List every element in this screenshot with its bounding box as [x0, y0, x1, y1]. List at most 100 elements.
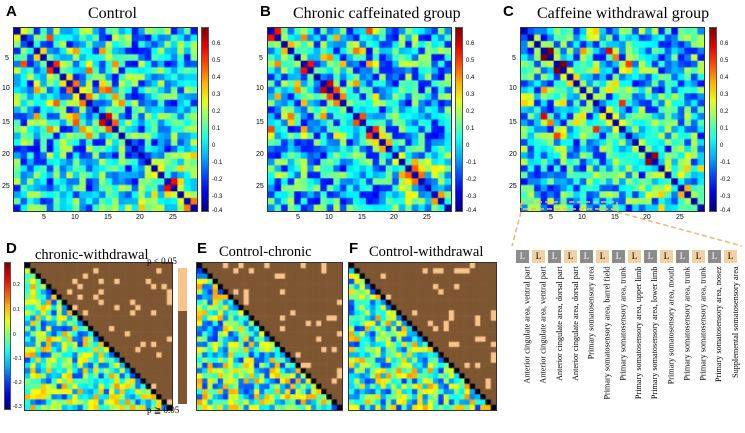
- hemisphere-box: L: [692, 250, 705, 263]
- area-label: Primary somatosensory area, trunk: [618, 266, 628, 381]
- area-label: Anterior cingulate area, ventral part: [538, 266, 548, 384]
- panel-title-d: chronic-withdrawal: [35, 247, 149, 263]
- colorbar-b: [455, 27, 463, 212]
- ytick: 10: [2, 85, 10, 92]
- panel-title-e: Control-chronic: [219, 244, 312, 260]
- cb-tick: -0.1: [212, 160, 223, 166]
- matrix-axes-b: 5 10 15 20 25 5 10 15 20 25: [256, 27, 452, 221]
- cb-tick: -0.4: [720, 208, 731, 214]
- cb-tick: -0.3: [466, 194, 477, 200]
- ytick: 10: [256, 85, 264, 92]
- cb-tick: -0.4: [212, 208, 223, 214]
- xtick: 20: [136, 214, 144, 221]
- ytick: 25: [2, 183, 10, 190]
- highlight-region: [520, 201, 618, 210]
- colorbar-d: [4, 262, 11, 410]
- area-label: Primary somatosensory area, mouth: [666, 266, 676, 385]
- xtick: 15: [611, 214, 619, 221]
- ytick: 5: [512, 55, 516, 62]
- hemisphere-box: L: [596, 250, 609, 263]
- cb-tick: 0.2: [466, 109, 475, 115]
- cb-tick: -0.1: [720, 160, 731, 166]
- ytick: 15: [2, 119, 10, 126]
- colorbar-a: [201, 27, 209, 212]
- panel-title-b: Chronic caffeinated group: [293, 5, 461, 22]
- significance-matrix-control-withdrawal: [348, 262, 497, 411]
- panel-letter-f: F: [349, 240, 359, 257]
- xtick: 10: [325, 214, 333, 221]
- hemisphere-box: L: [612, 250, 625, 263]
- hemisphere-box: L: [564, 250, 577, 263]
- cb-tick: -0.2: [212, 177, 223, 183]
- xtick: 20: [390, 214, 398, 221]
- area-label: Supplemental somatosensory area: [730, 266, 740, 378]
- cb-tick: -0.3: [212, 194, 223, 200]
- ytick: 15: [509, 119, 517, 126]
- xtick: 5: [296, 214, 300, 221]
- cb-tick: 0: [466, 143, 470, 149]
- significance-matrix-control-chronic: [196, 262, 343, 411]
- hemisphere-box: L: [580, 250, 593, 263]
- xtick: 25: [423, 214, 431, 221]
- cb-tick: -0.1: [466, 160, 477, 166]
- p-value-legend-bar: [178, 268, 187, 404]
- cb-tick: 0.6: [720, 41, 729, 47]
- xtick: 10: [71, 214, 79, 221]
- xtick: 25: [169, 214, 177, 221]
- panel-letter-d: D: [6, 240, 17, 257]
- connectivity-matrix-withdrawal: [520, 27, 705, 212]
- cb-tick: 0.5: [212, 58, 221, 64]
- cb-tick: 0.3: [466, 92, 475, 98]
- projection-line-right: [616, 211, 743, 247]
- ytick: 5: [5, 55, 9, 62]
- cb-tick: -0.4: [466, 208, 477, 214]
- connectivity-matrix-chronic: [267, 27, 452, 212]
- ytick: 15: [256, 119, 264, 126]
- cb-tick: 0.4: [212, 75, 221, 81]
- area-label: Primary somatosensory area, barrel field: [602, 266, 612, 400]
- panel-title-c: Caffeine withdrawal group: [537, 5, 710, 22]
- hemisphere-box: L: [660, 250, 673, 263]
- cb-tick: -0.3: [720, 194, 731, 200]
- cb-tick: 0.1: [13, 307, 20, 313]
- panel-letter-e: E: [197, 240, 208, 257]
- hemisphere-box: L: [628, 250, 641, 263]
- p-sig-swatch: [178, 268, 187, 311]
- area-label: Primary somatosensory area, upper limb: [634, 266, 644, 400]
- ytick: 10: [509, 85, 517, 92]
- area-label: Anterior cingulate area, dorsal part: [570, 266, 580, 381]
- cb-tick: 0.1: [466, 126, 475, 132]
- cb-tick: 0.5: [720, 58, 729, 64]
- cb-tick: 0.2: [720, 109, 729, 115]
- hemisphere-box: L: [644, 250, 657, 263]
- area-label: Anterior cingulate area, dorsal part: [554, 266, 564, 381]
- cb-tick: 0.2: [212, 109, 221, 115]
- cb-tick: 0.1: [212, 126, 221, 132]
- cb-tick: -0.3: [13, 404, 22, 410]
- panel-letter-a: A: [6, 3, 17, 20]
- hemisphere-box: L: [708, 250, 721, 263]
- panel-letter-c: C: [503, 3, 514, 20]
- ytick: 20: [256, 151, 264, 158]
- xtick: 5: [549, 214, 553, 221]
- hemisphere-box: L: [548, 250, 561, 263]
- cb-tick: -0.1: [13, 356, 22, 362]
- ytick: 25: [509, 183, 517, 190]
- xtick: 15: [358, 214, 366, 221]
- area-label: Primary somatosensory area: [586, 266, 596, 360]
- cb-tick: -0.2: [466, 177, 477, 183]
- cb-tick: 0: [212, 143, 216, 149]
- connectivity-matrix-control: [13, 27, 198, 212]
- area-label: Primary somatosensory area, lower limb: [650, 266, 660, 400]
- panel-title-a: Control: [88, 5, 137, 22]
- cb-tick: 0.6: [212, 41, 221, 47]
- cb-tick: -0.2: [13, 380, 22, 386]
- xtick: 25: [676, 214, 684, 221]
- panel-title-f: Control-withdrawal: [369, 244, 484, 260]
- area-label: Primary somatosensory area, nosez: [714, 266, 724, 383]
- ytick: 25: [256, 183, 264, 190]
- projection-line-left: [511, 211, 522, 247]
- cb-tick: 0: [13, 332, 16, 338]
